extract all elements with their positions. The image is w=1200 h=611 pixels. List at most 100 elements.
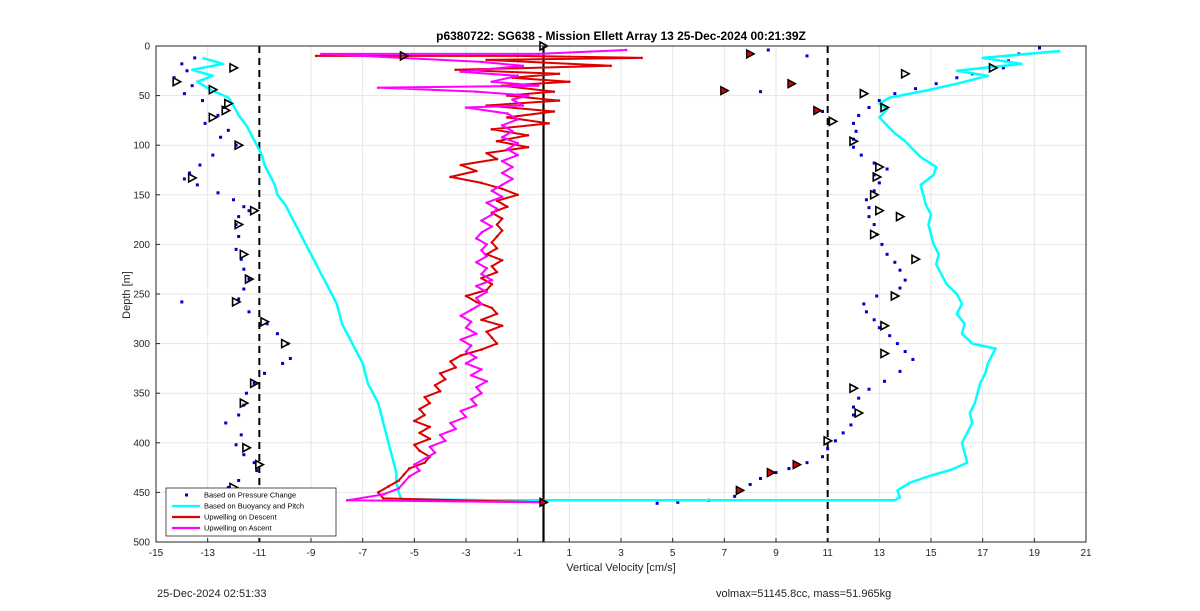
pressure-point <box>934 82 938 86</box>
pressure-point <box>805 461 809 465</box>
x-tick-label: -1 <box>513 548 522 559</box>
pressure-point <box>914 87 917 91</box>
pressure-point <box>903 278 907 282</box>
pressure-point <box>898 286 902 290</box>
series-point <box>490 213 494 216</box>
series-point <box>547 122 550 125</box>
pressure-point <box>877 99 881 103</box>
series-point <box>475 300 478 304</box>
series-point <box>516 193 519 197</box>
pressure-point <box>242 205 246 209</box>
series-point <box>423 413 426 417</box>
turn-triangle-marker <box>849 382 860 394</box>
series-point <box>495 199 499 203</box>
series-point <box>402 481 406 484</box>
series-point <box>423 457 426 460</box>
pressure-point <box>216 191 220 195</box>
series-point <box>511 130 514 133</box>
series-point <box>459 409 463 413</box>
series-point <box>449 421 452 425</box>
series-point <box>480 181 483 185</box>
pressure-point <box>198 163 202 167</box>
y-tick-label: 450 <box>133 488 150 499</box>
series-point <box>413 463 416 466</box>
x-tick-label: 17 <box>977 548 989 559</box>
series-group <box>172 46 1061 505</box>
series-point <box>485 243 488 246</box>
series-point <box>475 284 478 288</box>
pressure-point <box>852 413 855 417</box>
series-point <box>490 189 494 193</box>
pressure-point <box>857 396 861 400</box>
pressure-point <box>875 294 879 298</box>
turn-triangle-marker <box>208 84 219 95</box>
pressure-point <box>252 461 256 465</box>
series-point <box>428 401 432 405</box>
turn-triangle-marker <box>890 290 901 302</box>
series-point <box>459 338 463 341</box>
legend-entry: Upwelling on Descent <box>204 513 277 522</box>
legend: Based on Pressure Change Based on Buoyanc… <box>165 487 337 537</box>
pressure-point <box>655 501 659 505</box>
pressure-point <box>859 153 863 157</box>
series-point <box>500 229 504 232</box>
series-point <box>516 153 519 157</box>
series-point <box>500 217 504 220</box>
series-point <box>407 475 411 478</box>
pressure-point <box>852 145 855 149</box>
pressure-point <box>787 467 791 471</box>
filled-triangle-marker <box>766 467 777 478</box>
plot-area: -15 -13 -11 -9 -7 -5 -3 -1 1 3 5 7 9 11 13 15 17 19 21 050… <box>133 40 1092 559</box>
series-point <box>382 493 385 496</box>
pressure-point <box>180 300 184 304</box>
pressure-point <box>288 356 292 360</box>
series-point <box>609 64 612 68</box>
pressure-point <box>224 421 228 425</box>
y-tick-label: 300 <box>133 339 150 350</box>
series-point <box>516 54 519 58</box>
series-point <box>475 90 478 93</box>
series-point <box>480 219 483 222</box>
pressure-point <box>867 106 871 110</box>
pressure-point <box>857 113 861 117</box>
turn-triangle-marker <box>849 135 860 147</box>
filled-triangle-marker <box>745 48 756 60</box>
series-point <box>500 135 504 139</box>
pressure-point <box>867 387 871 391</box>
pressure-point <box>193 56 197 60</box>
pressure-point <box>247 277 251 281</box>
pressure-point <box>766 48 770 52</box>
reference-lines <box>258 46 829 542</box>
legend-entry: Upwelling on Ascent <box>204 524 272 533</box>
y-tick-label: 200 <box>133 240 150 251</box>
series-line <box>320 49 627 504</box>
pressure-point <box>867 215 871 219</box>
series-point <box>480 391 483 395</box>
turn-triangle-marker <box>869 189 880 201</box>
series-point <box>640 56 643 60</box>
pressure-point <box>880 242 884 246</box>
series-line <box>190 49 1061 502</box>
turn-triangle-marker <box>911 253 922 265</box>
pressure-point <box>821 455 824 459</box>
series-point <box>413 443 416 447</box>
series-point <box>433 383 437 387</box>
turn-triangle-marker <box>255 459 266 470</box>
pressure-point <box>676 500 680 504</box>
turn-triangle-marker <box>869 229 880 240</box>
series-point <box>485 255 488 258</box>
x-tick-label: -3 <box>462 548 471 559</box>
series-point <box>490 225 494 228</box>
pressure-point <box>216 113 220 117</box>
series-point <box>438 389 442 393</box>
series-point <box>428 425 432 429</box>
turn-triangle-marker <box>854 407 865 419</box>
y-tick-label: 50 <box>139 91 151 102</box>
pressure-point <box>867 206 871 210</box>
pressure-point <box>864 198 868 202</box>
turn-triangle-marker <box>260 316 271 328</box>
series-point <box>526 94 530 97</box>
series-point <box>475 332 478 335</box>
pressure-point <box>185 69 189 73</box>
filled-triangle-marker <box>720 85 730 96</box>
